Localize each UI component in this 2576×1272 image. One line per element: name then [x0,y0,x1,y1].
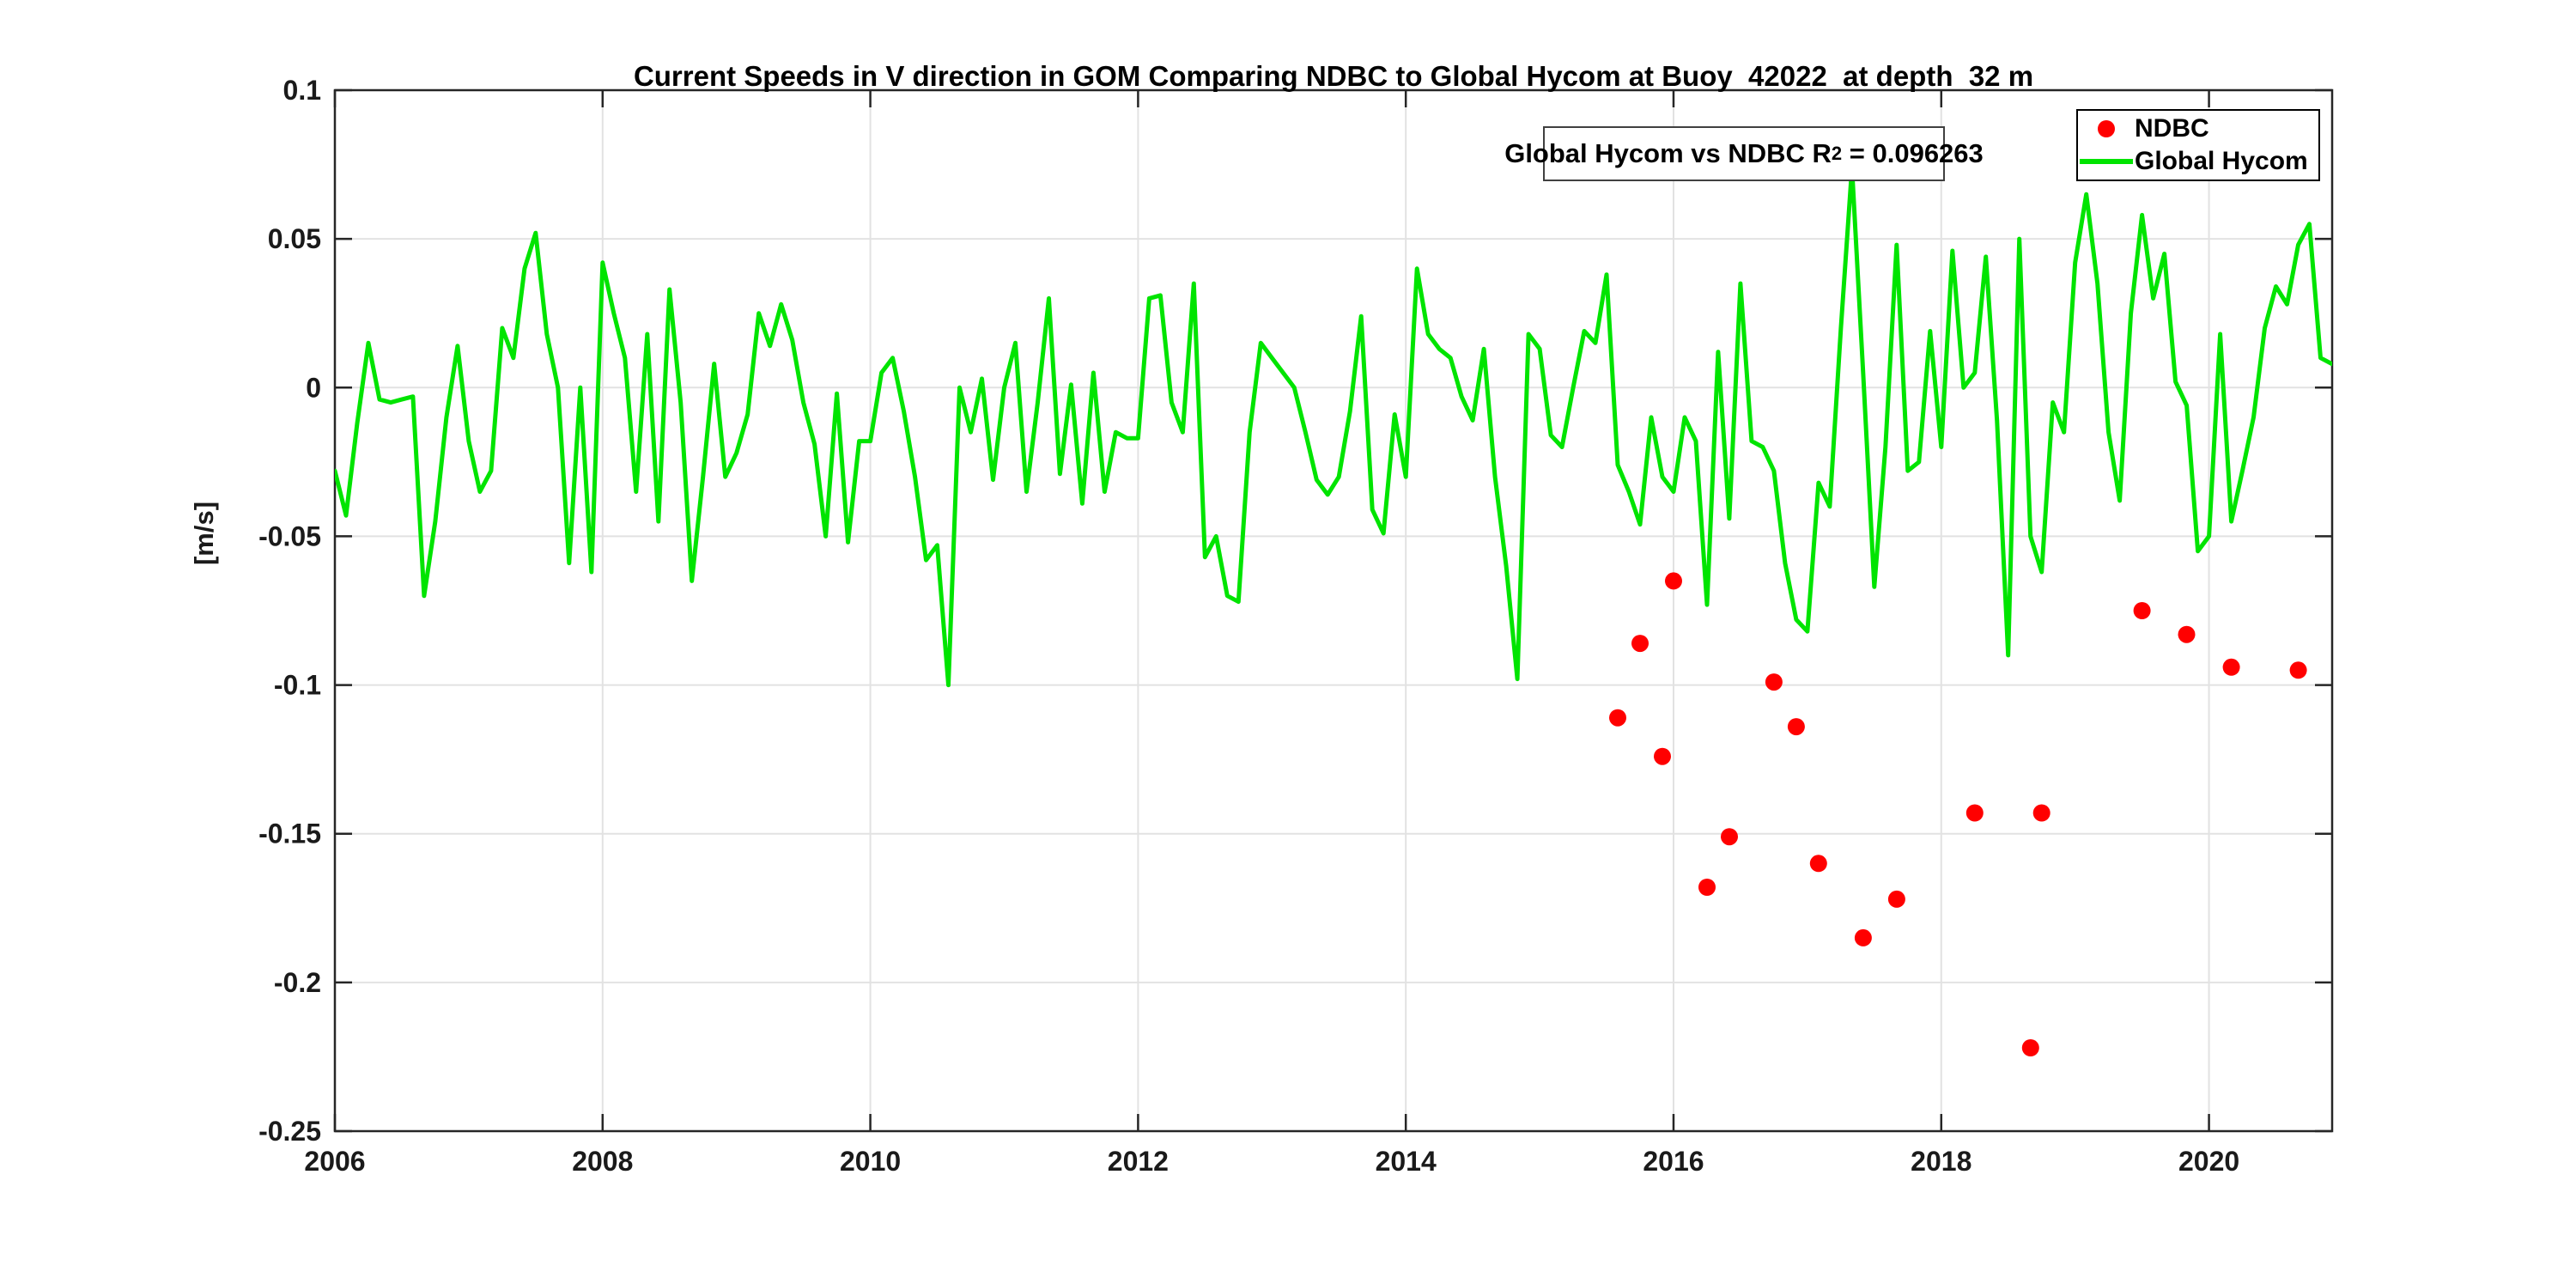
ndbc-data-point [1654,747,1671,765]
ndbc-data-point [1698,879,1716,896]
x-tick-label: 2014 [1376,1146,1437,1177]
legend-item-ndbc: NDBC [2078,113,2318,144]
legend-label-global-hycom: Global Hycom [2135,146,2308,175]
y-tick-label: -0.2 [274,967,321,998]
legend-item-global-hycom: Global Hycom [2078,146,2318,177]
ndbc-data-point [1854,928,1872,946]
x-tick-label: 2012 [1108,1146,1169,1177]
ndbc-data-point [2032,804,2050,822]
axes-box [333,88,2334,1133]
ndbc-data-point [1787,718,1805,736]
x-tick-label: 2020 [2178,1146,2239,1177]
y-tick-label: 0.05 [268,223,321,254]
ndbc-data-point [2021,1039,2039,1056]
y-tick-label: 0.1 [283,75,321,106]
y-tick-label: -0.25 [258,1116,321,1147]
y-tick-label: 0 [306,372,321,403]
global-hycom-line-icon [2078,158,2135,164]
legend: NDBC Global Hycom [2076,109,2320,181]
y-axis-label: [m/s] [189,501,219,566]
series-ndbc [1609,572,2307,1056]
legend-label-ndbc: NDBC [2135,114,2209,143]
x-tick-label: 2016 [1643,1146,1704,1177]
ndbc-data-point [2133,602,2151,619]
r-squared-text-suffix: = 0.096263 [1842,138,1984,168]
tick-labels: 2006 2008 2010 2012 2014 2016 2018 2020 0.1 0.05 0… [258,75,2239,1177]
y-tick-label: -0.15 [258,819,321,849]
ndbc-data-point [1631,635,1649,653]
x-tick-label: 2006 [304,1146,365,1177]
ndbc-data-point [1609,709,1626,727]
x-tick-label: 2008 [572,1146,633,1177]
ndbc-data-point [1887,890,1905,908]
series-global-hycom [335,165,2332,688]
ndbc-marker-icon [2078,120,2135,138]
ndbc-data-point [1809,855,1827,873]
x-tick-label: 2018 [1911,1146,1971,1177]
ndbc-data-point [2178,625,2196,643]
ndbc-data-point [1965,804,1984,822]
x-tick-label: 2010 [840,1146,901,1177]
chart-title: Current Speeds in V direction in GOM Com… [633,60,2034,92]
ndbc-data-point [1665,572,1682,590]
ndbc-data-point [2222,658,2240,676]
grid-lines [334,89,2332,1132]
axis-ticks [333,88,2332,1133]
y-tick-label: -0.05 [258,520,321,551]
ndbc-data-point [1721,828,1738,846]
r-squared-text-prefix: Global Hycom vs NDBC R [1504,138,1832,168]
ndbc-data-point [2289,661,2307,679]
y-tick-label: -0.1 [274,670,321,701]
ndbc-data-point [1765,673,1783,691]
